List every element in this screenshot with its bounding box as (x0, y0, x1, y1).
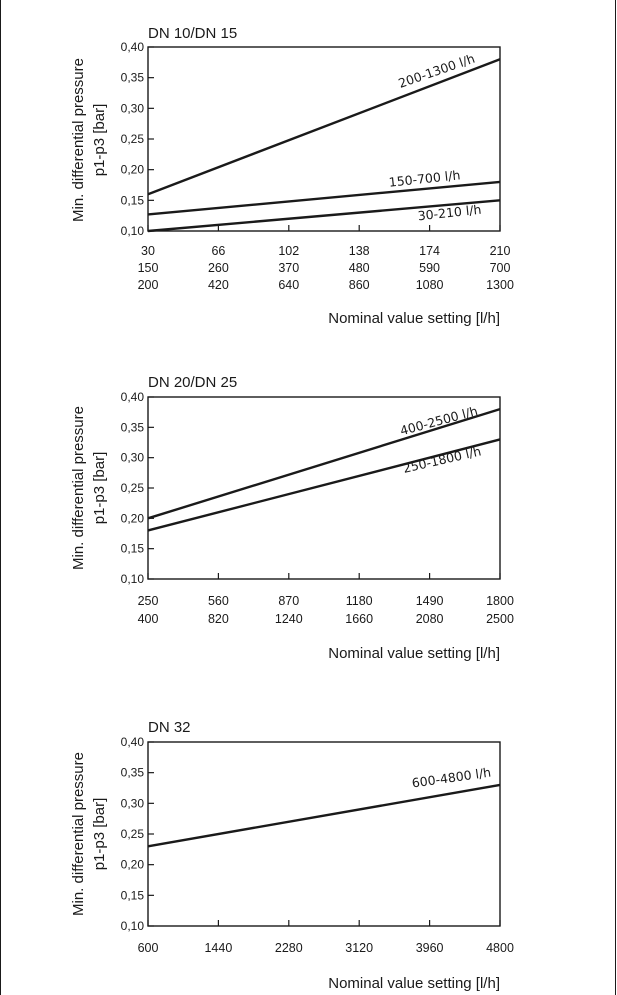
x-tick-label: 1080 (416, 278, 444, 292)
x-tick-label: 1490 (416, 594, 444, 608)
x-tick-label: 66 (211, 244, 225, 258)
series-line (147, 199, 501, 233)
y-tick-label: 0,10 (121, 224, 145, 238)
x-tick-label: 870 (278, 594, 299, 608)
chart-dn10-dn15: DN 10/DN 15 0,10 0,15 0,20 0,25 0,30 0,35 0,40 3… (70, 25, 514, 327)
x-tick-label: 370 (278, 261, 299, 275)
series-label: 250-1800 l/h (401, 443, 482, 476)
x-axis-label: Nominal value setting [l/h] (328, 645, 500, 662)
x-tick-label: 1660 (345, 612, 373, 626)
x-axis-label: Nominal value setting [l/h] (328, 310, 500, 327)
x-tick-label: 1240 (275, 612, 303, 626)
x-tick-label: 590 (419, 261, 440, 275)
chart-title: DN 20/DN 25 (148, 374, 237, 391)
x-tick-label: 600 (138, 941, 159, 955)
y-tick-label: 0,10 (121, 919, 145, 933)
series-line (147, 58, 501, 196)
series-label: 30-210 l/h (417, 202, 482, 224)
series-label: 600-4800 l/h (411, 765, 492, 791)
series-label: 400-2500 l/h (398, 403, 479, 438)
y-tick-label: 0,25 (121, 132, 145, 146)
chart-dn32: DN 32 0,10 0,15 0,20 0,25 0,30 0,35 0,40 600 1440… (70, 719, 514, 992)
x-tick-label: 4800 (486, 941, 514, 955)
y-tick-label: 0,35 (121, 71, 145, 85)
y-tick-label: 0,35 (121, 420, 145, 434)
y-axis-label: Min. differential pressure (70, 406, 87, 570)
chart-title: DN 32 (148, 719, 191, 736)
x-tick-label: 1440 (204, 941, 232, 955)
y-tick-label: 0,30 (121, 796, 145, 810)
y-axis-label: p1-p3 [bar] (91, 798, 108, 871)
x-tick-label: 560 (208, 594, 229, 608)
x-tick-label: 700 (490, 261, 511, 275)
chart-title: DN 10/DN 15 (148, 25, 237, 42)
x-axis-label: Nominal value setting [l/h] (328, 975, 500, 992)
y-tick-label: 0,20 (121, 511, 145, 525)
x-tick-label: 480 (349, 261, 370, 275)
x-tick-label: 1800 (486, 594, 514, 608)
x-tick-label: 420 (208, 278, 229, 292)
x-tick-label: 210 (490, 244, 511, 258)
x-tick-label: 138 (349, 244, 370, 258)
y-tick-label: 0,30 (121, 101, 145, 115)
series-line (147, 180, 501, 216)
y-tick-label: 0,35 (121, 766, 145, 780)
chart-dn20-dn25: DN 20/DN 25 0,10 0,15 0,20 0,25 0,30 0,35 0,40 2… (70, 374, 514, 662)
y-tick-label: 0,30 (121, 451, 145, 465)
y-tick-label: 0,20 (121, 163, 145, 177)
y-tick-label: 0,20 (121, 858, 145, 872)
y-axis-label: Min. differential pressure (70, 58, 87, 222)
x-tick-label: 820 (208, 612, 229, 626)
series-line (147, 407, 501, 520)
series-line (147, 783, 501, 848)
y-axis-label: p1-p3 [bar] (91, 452, 108, 525)
y-axis-label: p1-p3 [bar] (91, 104, 108, 177)
y-tick-label: 0,25 (121, 827, 145, 841)
y-tick-label: 0,15 (121, 193, 145, 207)
x-tick-label: 2080 (416, 612, 444, 626)
x-tick-label: 860 (349, 278, 370, 292)
y-tick-label: 0,15 (121, 542, 145, 556)
y-tick-label: 0,25 (121, 481, 145, 495)
y-tick-label: 0,10 (121, 572, 145, 586)
y-tick-label: 0,15 (121, 888, 145, 902)
x-tick-label: 260 (208, 261, 229, 275)
x-tick-label: 102 (278, 244, 299, 258)
y-tick-label: 0,40 (121, 40, 145, 54)
y-tick-label: 0,40 (121, 735, 145, 749)
series-line (147, 438, 501, 532)
x-tick-label: 400 (138, 612, 159, 626)
y-axis-label: Min. differential pressure (70, 752, 87, 916)
x-tick-label: 1300 (486, 278, 514, 292)
x-tick-label: 250 (138, 594, 159, 608)
x-tick-label: 200 (138, 278, 159, 292)
x-tick-label: 1180 (346, 594, 373, 608)
x-tick-label: 174 (419, 244, 440, 258)
x-tick-label: 3120 (345, 941, 373, 955)
y-tick-label: 0,40 (121, 390, 145, 404)
series-label: 150-700 l/h (388, 167, 461, 189)
x-tick-label: 2280 (275, 941, 303, 955)
x-tick-label: 150 (138, 261, 159, 275)
x-tick-label: 640 (278, 278, 299, 292)
x-tick-label: 30 (141, 244, 155, 258)
x-tick-label: 2500 (486, 612, 514, 626)
x-tick-label: 3960 (416, 941, 444, 955)
